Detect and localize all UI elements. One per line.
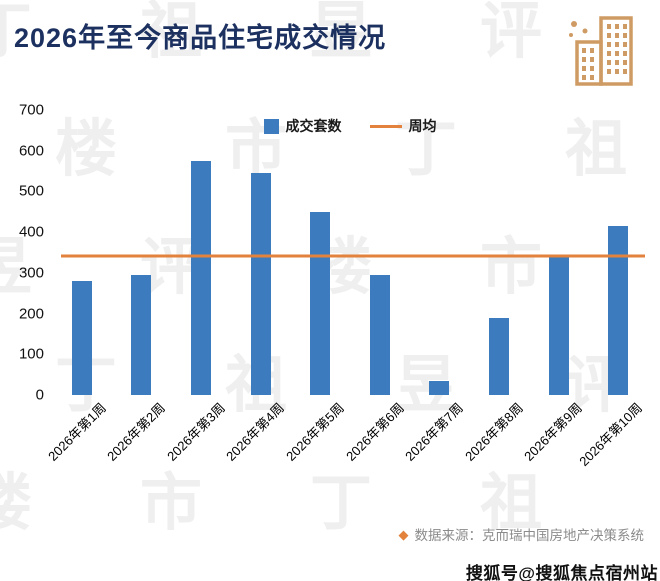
y-tick-label: 300 xyxy=(18,264,44,282)
bar-slot xyxy=(588,110,648,395)
building-icon xyxy=(564,12,650,88)
y-tick-label: 400 xyxy=(18,223,44,241)
x-slot: 2026年第7周 xyxy=(402,395,470,490)
y-tick-label: 600 xyxy=(18,142,44,160)
legend-label-line: 周均 xyxy=(408,118,437,134)
x-slot: 2026年第4周 xyxy=(224,395,291,490)
content: 2026年至今商品住宅成交情况 xyxy=(0,0,660,544)
x-tick-label: 2026年第5周 xyxy=(283,400,347,464)
chart-legend: 成交套数 周均 xyxy=(52,116,648,136)
x-slot: 2026年第10周 xyxy=(576,395,648,490)
y-tick-label: 200 xyxy=(18,305,44,323)
transaction-chart: 0 100 200 300 400 500 600 700 成交套数 周均 2026年第 xyxy=(0,103,660,490)
legend-item-line: 周均 xyxy=(369,116,437,136)
bar-slot xyxy=(469,110,529,395)
bar-week-7 xyxy=(429,380,450,395)
y-axis: 0 100 200 300 400 500 600 700 xyxy=(8,103,52,403)
header: 2026年至今商品住宅成交情况 xyxy=(0,0,660,88)
x-tick-label: 2026年第7周 xyxy=(402,400,467,464)
bar-slot xyxy=(112,110,172,395)
y-tick-label: 500 xyxy=(18,182,44,200)
weekly-average-line xyxy=(60,254,646,258)
bar-week-9 xyxy=(548,256,569,395)
plot-area: 成交套数 周均 xyxy=(52,110,648,395)
x-slot: 2026年第3周 xyxy=(164,395,231,490)
bar-week-6 xyxy=(369,274,390,395)
bar-slot xyxy=(171,110,231,395)
bar-week-4 xyxy=(250,173,271,395)
bar-week-1 xyxy=(71,281,92,395)
x-tick-label: 2026年第8周 xyxy=(461,400,526,464)
data-source: ◆ 数据来源：克而瑞中国房地产决策系统 xyxy=(0,524,660,544)
x-slot: 2026年第2周 xyxy=(104,395,172,490)
x-tick-label: 2026年第3周 xyxy=(163,400,228,464)
source-text: 数据来源：克而瑞中国房地产决策系统 xyxy=(414,528,645,543)
x-tick-label: 2026年第2周 xyxy=(104,400,169,464)
y-tick-label: 100 xyxy=(18,345,44,363)
bar-week-3 xyxy=(190,160,211,395)
sohu-watermark: 搜狐号@搜狐焦点宿州站 xyxy=(465,564,658,581)
x-slot: 2026年第5周 xyxy=(283,395,350,490)
building-icon-svg xyxy=(569,16,633,86)
x-slot: 2026年第9周 xyxy=(522,395,589,490)
bar-legend-swatch-icon xyxy=(263,118,279,134)
line-legend-swatch-icon xyxy=(369,124,402,128)
bar-week-5 xyxy=(310,211,331,395)
x-tick-label: 2026年第4周 xyxy=(223,400,288,464)
x-axis: 2026年第1周 2026年第2周 2026年第3周 2026年第4周 2026年第5周… xyxy=(45,395,648,490)
bar-slot xyxy=(231,110,291,395)
legend-label-bars: 成交套数 xyxy=(285,118,342,134)
x-tick-label: 2026年第1周 xyxy=(44,400,109,464)
bar-slot xyxy=(52,110,112,395)
x-tick-label: 2026年第6周 xyxy=(342,400,407,464)
x-slot: 2026年第8周 xyxy=(462,395,529,490)
bar-slot xyxy=(410,110,470,395)
y-tick-label: 0 xyxy=(35,386,44,404)
x-slot: 2026年第1周 xyxy=(45,395,112,490)
bar-slot xyxy=(529,110,589,395)
bar-slot xyxy=(350,110,410,395)
bar-week-2 xyxy=(131,274,152,395)
page-title: 2026年至今商品住宅成交情况 xyxy=(14,23,387,53)
y-tick-label: 700 xyxy=(18,101,44,119)
bar-week-8 xyxy=(488,317,509,395)
bar-slot xyxy=(290,110,350,395)
x-slot: 2026年第6周 xyxy=(343,395,410,490)
bar-week-10 xyxy=(608,226,629,395)
legend-item-bars: 成交套数 xyxy=(263,116,342,136)
plot-wrap: 0 100 200 300 400 500 600 700 成交套数 周均 xyxy=(8,103,648,403)
source-logo-icon: ◆ xyxy=(398,526,409,542)
